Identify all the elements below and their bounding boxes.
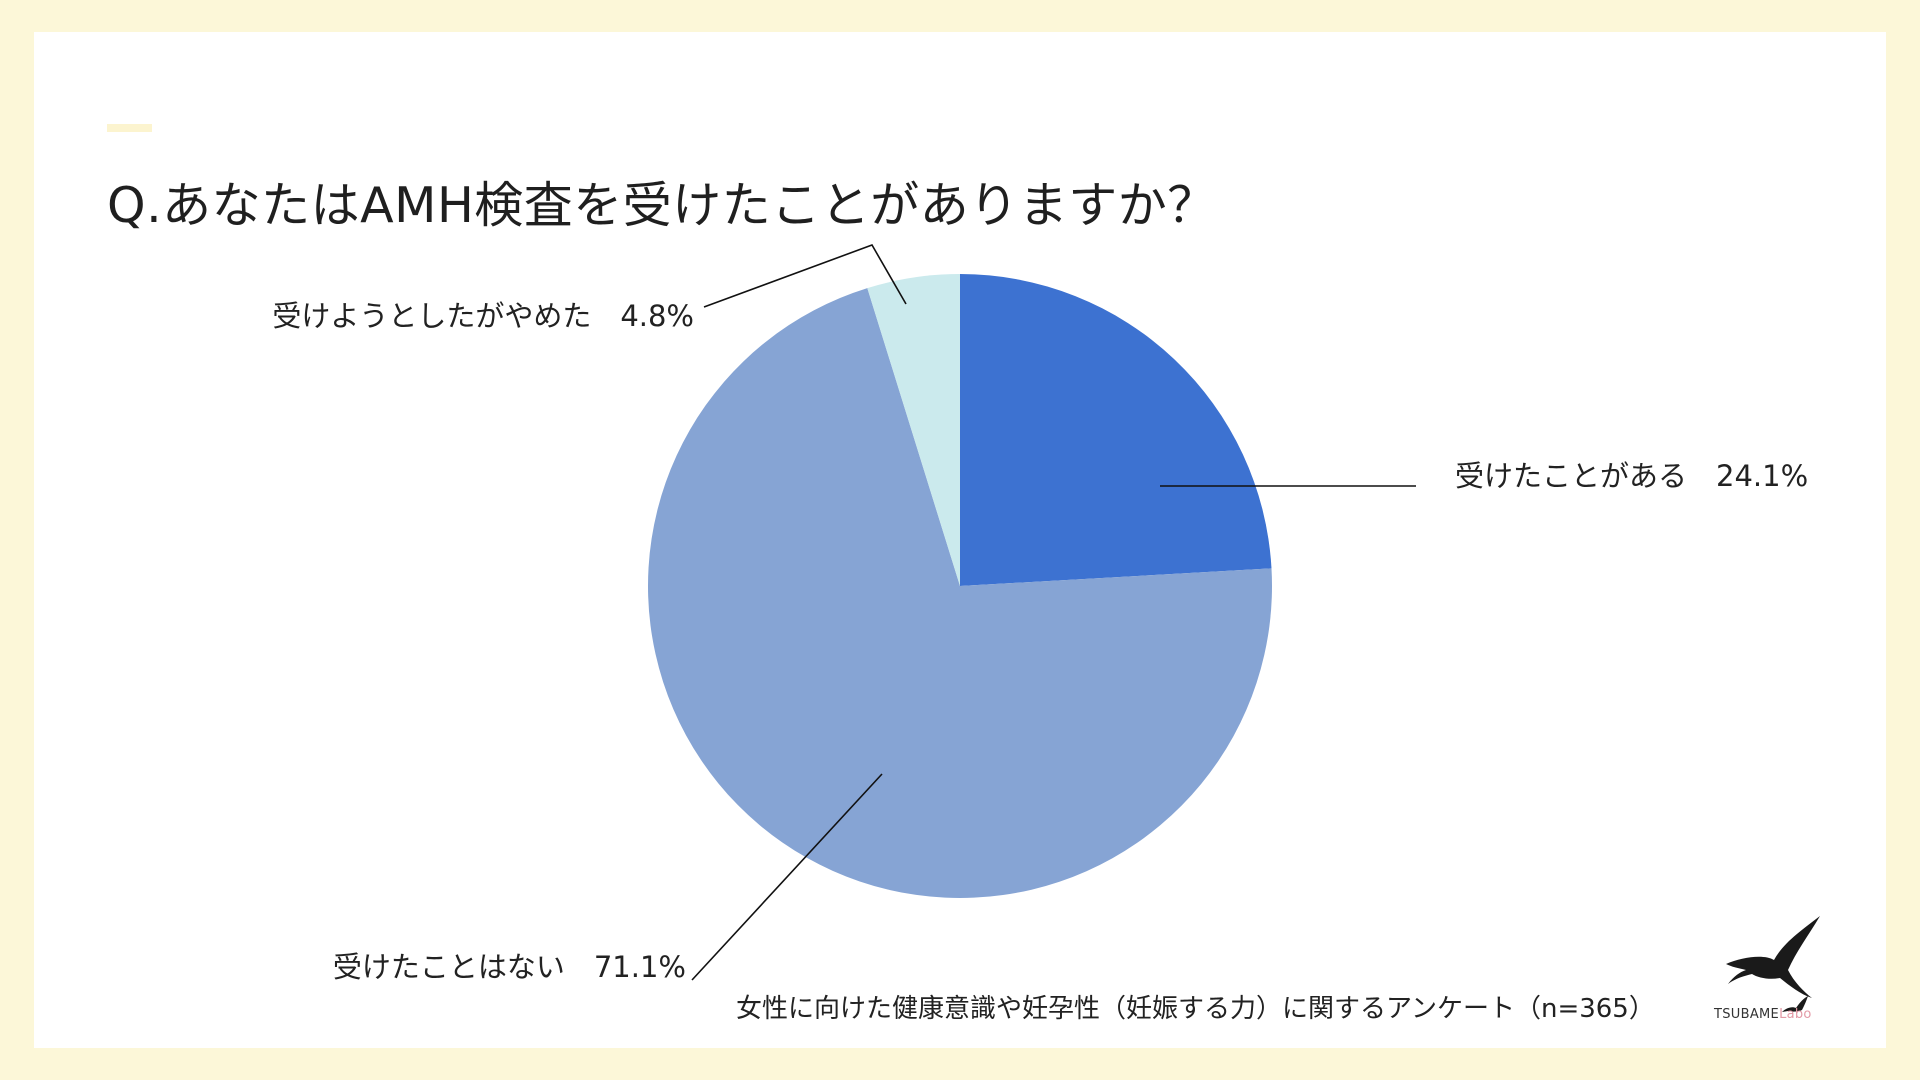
slice-label-1: 受けたことがある 24.1% — [1455, 459, 1808, 493]
brand-logo-text: TSUBAMELabo — [1714, 1007, 1812, 1022]
leader-line-2 — [691, 773, 883, 981]
chart-title: Q.あなたはAMH検査を受けたことがありますか？ — [107, 177, 1217, 234]
leader-lines — [691, 244, 1416, 981]
slice-labels: 受けたことがある 24.1% 受けたことはない 71.1% 受けようとしたがやめた … — [272, 299, 1808, 984]
swallow-icon — [1726, 916, 1820, 1012]
accent-bar — [107, 124, 152, 132]
brand-name: TSUBAME — [1714, 1007, 1780, 1022]
survey-source-note: 女性に向けた健康意識や妊孕性（妊娠する力）に関するアンケート（n=365） — [736, 994, 1655, 1024]
slice-label-3: 受けようとしたがやめた 4.8% — [272, 299, 694, 333]
pie-slice-2 — [648, 288, 1273, 898]
slice-label-2: 受けたことはない 71.1% — [333, 950, 686, 984]
pie-slice-3 — [867, 274, 960, 586]
brand-suffix: Labo — [1779, 1007, 1812, 1022]
pie-slices — [648, 274, 1273, 898]
leader-line-3 — [703, 244, 907, 308]
pie-slice-1 — [960, 274, 1272, 586]
